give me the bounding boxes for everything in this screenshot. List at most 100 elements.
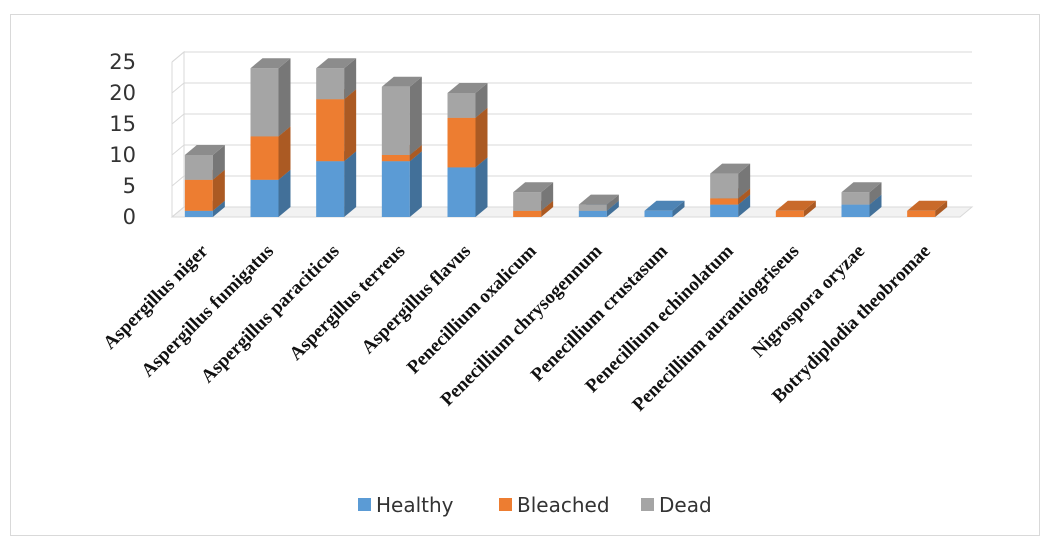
bar-front xyxy=(184,210,213,217)
bar-front xyxy=(316,99,345,162)
bar-front xyxy=(710,204,739,217)
gridline xyxy=(171,175,972,187)
gridline xyxy=(171,82,972,94)
bar-front xyxy=(841,192,870,205)
bar-front xyxy=(447,117,476,168)
bar-front xyxy=(578,210,607,217)
bar-segment xyxy=(316,89,357,162)
y-tick-label: 20 xyxy=(109,81,136,105)
bar-front xyxy=(710,173,739,199)
bar-side xyxy=(475,83,488,118)
bar-front xyxy=(447,93,476,118)
bar-side xyxy=(803,200,816,217)
bar-side xyxy=(409,76,422,155)
x-tick-label: Penecillium oxalicum xyxy=(403,241,541,379)
bar-side xyxy=(606,200,619,217)
x-tick-label: Aspergillus terreus xyxy=(285,241,409,365)
bar-segment xyxy=(316,58,357,100)
y-tick-label: 25 xyxy=(109,50,136,74)
bar-front xyxy=(250,68,279,137)
bar-side xyxy=(212,200,225,217)
gridline xyxy=(171,206,972,218)
bar-side xyxy=(738,194,751,217)
gridline xyxy=(171,113,972,125)
bar-segment xyxy=(841,182,882,205)
bar-top xyxy=(775,200,816,211)
bar-top xyxy=(578,194,619,205)
bar-front xyxy=(250,136,279,180)
legend-item: Dead xyxy=(641,493,712,517)
bar-top xyxy=(644,200,685,211)
bar-front xyxy=(381,161,410,217)
bar-side xyxy=(278,126,291,180)
bar-segment xyxy=(447,83,488,118)
bar-side xyxy=(278,169,291,217)
bar-front xyxy=(907,210,936,217)
bar-front xyxy=(381,155,410,162)
bar-side xyxy=(475,107,488,168)
bar-side xyxy=(278,58,291,137)
bar-segment xyxy=(578,194,619,211)
x-tick-label: Aspergillus fumigatus xyxy=(137,241,278,382)
bar-front xyxy=(184,155,213,180)
bar-top xyxy=(710,163,751,174)
gridline xyxy=(171,144,972,156)
bar-front xyxy=(381,86,410,155)
y-tick-label: 0 xyxy=(123,205,136,229)
legend-label: Healthy xyxy=(376,493,454,517)
bar-side xyxy=(869,182,882,205)
bar-front xyxy=(250,179,279,217)
bar-side xyxy=(541,200,554,217)
bar-front xyxy=(644,210,673,217)
legend-item: Bleached xyxy=(499,493,610,517)
bar-segment xyxy=(644,200,685,217)
bar-side xyxy=(672,200,685,217)
bar-segment xyxy=(775,200,816,217)
legend-swatch xyxy=(358,498,371,511)
legend-swatch xyxy=(499,498,512,511)
bar-segment xyxy=(381,76,422,155)
chart-frame xyxy=(10,14,1040,536)
y-tick-label: 5 xyxy=(123,174,136,198)
bar-front xyxy=(513,210,542,217)
bar-side xyxy=(541,182,554,211)
legend-swatch xyxy=(641,498,654,511)
bar-side xyxy=(738,188,751,205)
bar-segment xyxy=(250,58,291,137)
bar-front xyxy=(841,204,870,217)
legend-item: Healthy xyxy=(358,493,454,517)
y-tick-label: 10 xyxy=(109,143,136,167)
y-tick-label: 15 xyxy=(109,112,136,136)
gridlines xyxy=(171,51,972,218)
bar-side xyxy=(409,151,422,217)
bar-front xyxy=(316,161,345,217)
bar-front xyxy=(578,204,607,211)
legend-label: Dead xyxy=(659,493,712,517)
bar-top xyxy=(381,76,422,87)
legend: Healthy Bleached Dead xyxy=(358,493,712,517)
bar-side xyxy=(344,151,357,217)
y-axis-ticks: 0 5 10 15 20 25 xyxy=(109,50,136,229)
bar-segment xyxy=(513,182,554,211)
legend-label: Bleached xyxy=(517,493,610,517)
bar-side xyxy=(212,169,225,211)
bar-top xyxy=(184,145,225,155)
bar-top xyxy=(513,182,554,193)
bar-segment xyxy=(184,145,225,180)
bar-top xyxy=(447,83,488,93)
x-tick-label: Aspergillus flavus xyxy=(358,241,476,359)
bar-front xyxy=(513,192,542,211)
bar-front xyxy=(775,210,804,217)
bar-side xyxy=(935,200,948,217)
bar-top xyxy=(250,58,291,69)
bar-side xyxy=(475,157,488,217)
bars xyxy=(184,58,948,217)
bar-front xyxy=(710,198,739,205)
bar-top xyxy=(316,58,357,69)
gridline xyxy=(171,51,972,63)
x-tick-label: Nigrospora oryzae xyxy=(748,241,869,362)
bar-segment xyxy=(710,163,751,199)
bar-front xyxy=(447,167,476,217)
